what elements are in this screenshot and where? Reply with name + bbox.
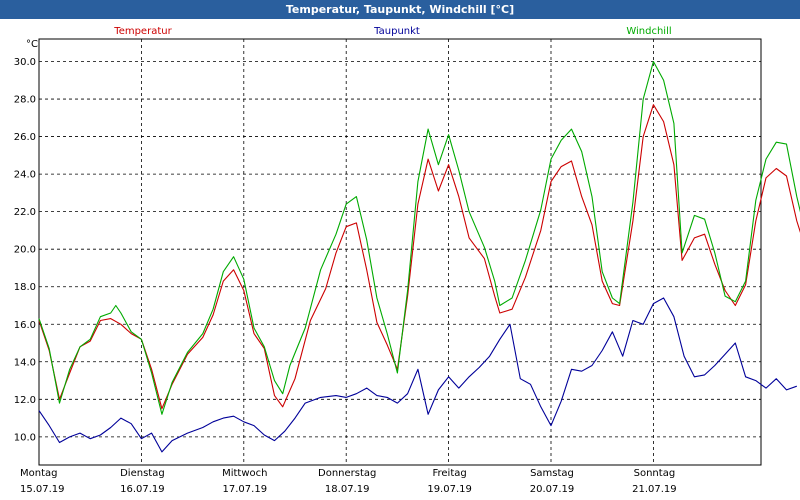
series-lines	[38, 60, 800, 453]
chart-plot: 10.0 12.0 14.0 16.0 18.0 20.0 22.0 24.0 26.0 28.0…	[14, 26, 800, 495]
x-tick-date: 20.07.19	[530, 484, 575, 495]
x-tick-day-name: Donnerstag	[318, 468, 376, 479]
y-tick-labels: 10.0 12.0 14.0 16.0 18.0 20.0 22.0 24.0 26.0 28.0…	[14, 57, 36, 443]
y-tick-label: 28.0	[14, 95, 36, 106]
y-tick-label: 10.0	[14, 432, 36, 443]
x-tick-date: 19.07.19	[427, 484, 472, 495]
y-tick-label: 24.0	[14, 170, 36, 181]
x-tick-date: 17.07.19	[223, 484, 268, 495]
y-tick-label: 22.0	[14, 207, 36, 218]
series-line-windchill	[38, 60, 800, 415]
legend-label-temperatur: Temperatur	[113, 26, 172, 37]
series-line-taupunkt	[38, 297, 797, 453]
y-tick-label: 30.0	[14, 57, 36, 68]
x-tick-date: 15.07.19	[20, 484, 65, 495]
legend: Temperatur Taupunkt Windchill	[113, 26, 671, 37]
y-tick-label: 12.0	[14, 395, 36, 406]
y-axis-unit: °C	[26, 39, 38, 50]
x-tick-day-name: Montag	[20, 468, 57, 479]
x-tick-day-name: Dienstag	[120, 468, 165, 479]
series-line-temperatur	[38, 104, 800, 410]
chart-title: Temperatur, Taupunkt, Windchill [°C]	[0, 0, 800, 19]
x-tick-day-name: Sonntag	[634, 468, 676, 479]
x-tick-day-name: Freitag	[432, 468, 466, 479]
y-tick-label: 16.0	[14, 320, 36, 331]
y-tick-label: 26.0	[14, 132, 36, 143]
x-tick-labels: Montag 15.07.19 Dienstag 16.07.19 Mittwoch 17…	[20, 468, 677, 495]
x-tick-day-name: Samstag	[530, 468, 574, 479]
x-tick-date: 18.07.19	[325, 484, 370, 495]
plot-area	[38, 38, 762, 466]
x-tick-day-name: Mittwoch	[222, 468, 267, 479]
x-tick-date: 16.07.19	[120, 484, 165, 495]
y-tick-label: 18.0	[14, 282, 36, 293]
legend-label-taupunkt: Taupunkt	[373, 26, 420, 37]
x-tick-date: 21.07.19	[632, 484, 677, 495]
y-tick-label: 20.0	[14, 245, 36, 256]
y-tick-label: 14.0	[14, 357, 36, 368]
legend-label-windchill: Windchill	[626, 26, 671, 37]
